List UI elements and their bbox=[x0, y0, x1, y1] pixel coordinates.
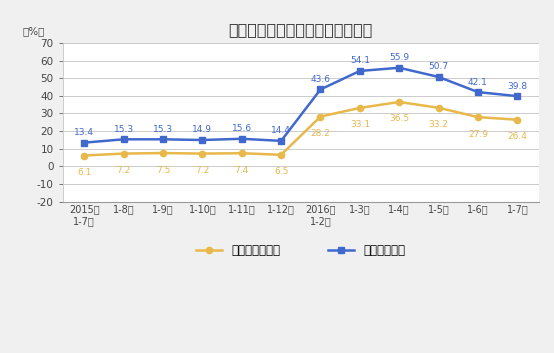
商品房销售面积 bbox=[396, 100, 403, 104]
商品房销售额 bbox=[435, 75, 442, 79]
商品房销售额 bbox=[120, 137, 127, 142]
商品房销售面积 bbox=[435, 106, 442, 110]
Title: 全国商品房销售面积及销售额增速: 全国商品房销售面积及销售额增速 bbox=[229, 23, 373, 38]
Text: 6.1: 6.1 bbox=[77, 168, 91, 177]
商品房销售面积 bbox=[475, 115, 481, 119]
Text: 15.3: 15.3 bbox=[153, 125, 173, 134]
商品房销售额 bbox=[278, 139, 284, 143]
Legend: 商品房销售面积, 商品房销售额: 商品房销售面积, 商品房销售额 bbox=[192, 240, 410, 262]
Text: 7.5: 7.5 bbox=[156, 166, 170, 174]
Line: 商品房销售额: 商品房销售额 bbox=[81, 65, 520, 146]
Text: 36.5: 36.5 bbox=[389, 114, 409, 124]
Text: 33.1: 33.1 bbox=[350, 120, 370, 130]
Text: 27.9: 27.9 bbox=[468, 130, 488, 139]
Text: 28.2: 28.2 bbox=[311, 129, 330, 138]
Text: 26.4: 26.4 bbox=[507, 132, 527, 141]
Text: 6.5: 6.5 bbox=[274, 167, 288, 176]
Text: （%）: （%） bbox=[22, 26, 44, 37]
Text: 15.3: 15.3 bbox=[114, 125, 134, 134]
Text: 14.4: 14.4 bbox=[271, 126, 291, 135]
Text: 54.1: 54.1 bbox=[350, 56, 370, 65]
Text: 50.7: 50.7 bbox=[429, 62, 449, 71]
商品房销售面积 bbox=[199, 151, 206, 156]
Text: 13.4: 13.4 bbox=[74, 128, 94, 137]
商品房销售面积 bbox=[120, 151, 127, 156]
商品房销售面积 bbox=[357, 106, 363, 110]
商品房销售额 bbox=[238, 137, 245, 141]
商品房销售额 bbox=[81, 140, 88, 145]
商品房销售额 bbox=[475, 90, 481, 94]
Text: 39.8: 39.8 bbox=[507, 82, 527, 91]
商品房销售额 bbox=[514, 94, 521, 98]
商品房销售面积 bbox=[81, 154, 88, 158]
商品房销售面积 bbox=[514, 118, 521, 122]
商品房销售面积 bbox=[238, 151, 245, 155]
Text: 14.9: 14.9 bbox=[192, 125, 212, 134]
Text: 7.2: 7.2 bbox=[195, 166, 209, 175]
商品房销售面积 bbox=[317, 114, 324, 119]
商品房销售面积 bbox=[160, 151, 166, 155]
Text: 43.6: 43.6 bbox=[310, 75, 331, 84]
商品房销售额 bbox=[317, 87, 324, 91]
商品房销售额 bbox=[357, 69, 363, 73]
Text: 7.2: 7.2 bbox=[116, 166, 131, 175]
Line: 商品房销售面积: 商品房销售面积 bbox=[81, 99, 520, 158]
Text: 7.4: 7.4 bbox=[234, 166, 249, 175]
Text: 33.2: 33.2 bbox=[429, 120, 449, 129]
Text: 42.1: 42.1 bbox=[468, 78, 488, 86]
Text: 55.9: 55.9 bbox=[389, 53, 409, 62]
Text: 15.6: 15.6 bbox=[232, 124, 252, 133]
商品房销售面积 bbox=[278, 153, 284, 157]
商品房销售额 bbox=[396, 66, 403, 70]
商品房销售额 bbox=[160, 137, 166, 142]
商品房销售额 bbox=[199, 138, 206, 142]
